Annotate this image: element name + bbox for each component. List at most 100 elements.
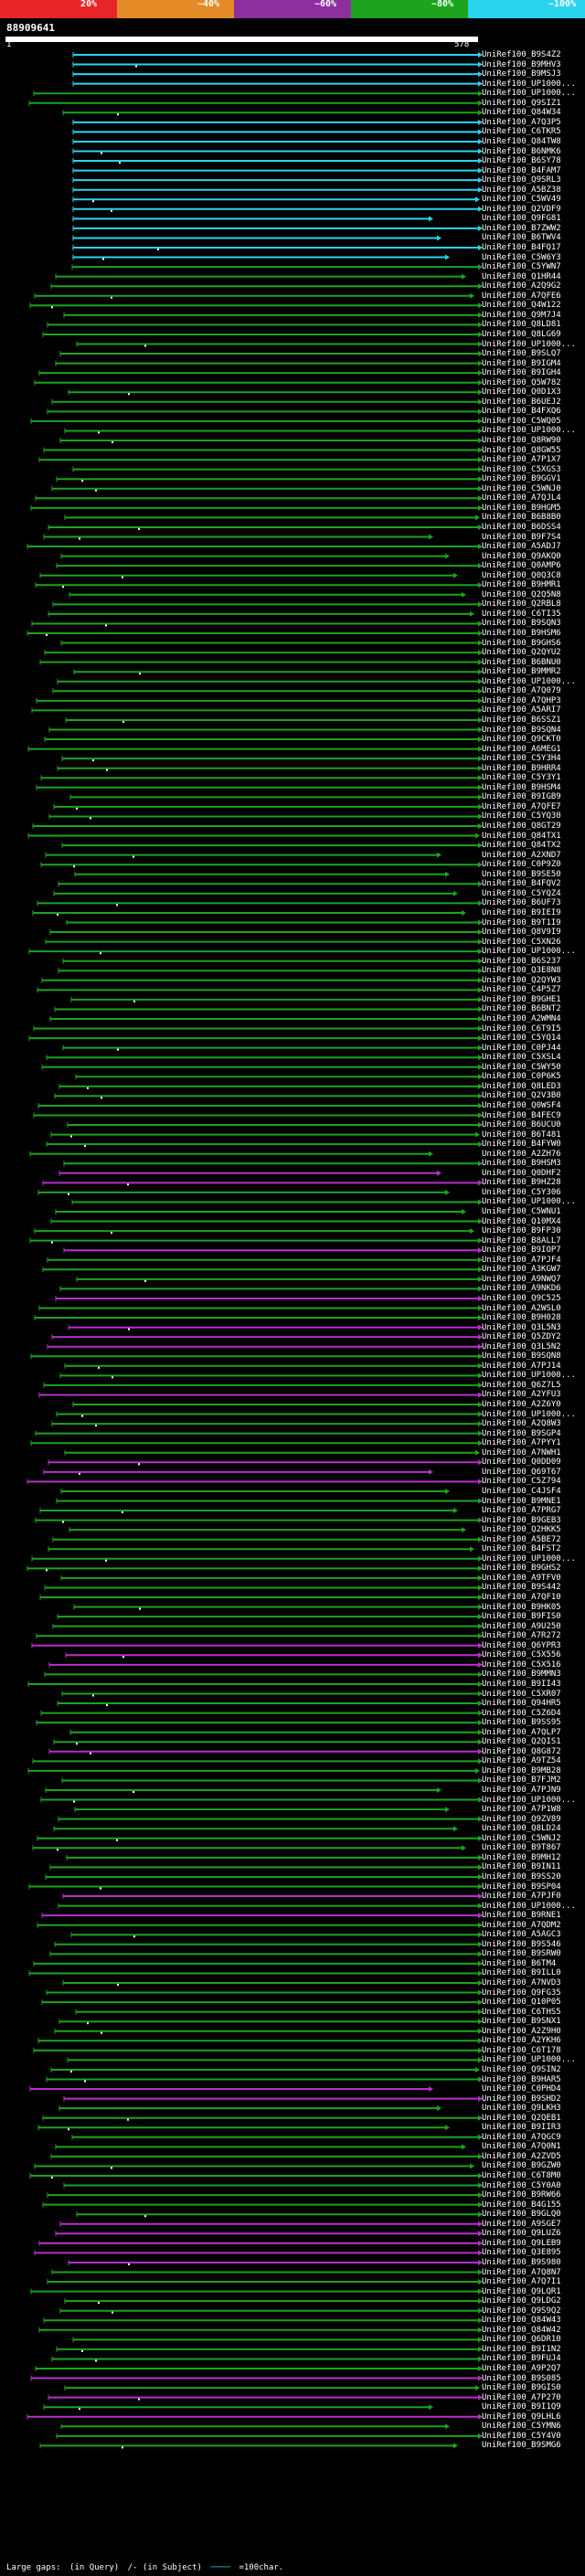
hit-label[interactable]: UniRef100_A2ZH76	[482, 1149, 561, 1159]
hit-label[interactable]: UniRef100_A7QLP7	[482, 1727, 561, 1737]
hit-label[interactable]: UniRef100_B9GZW0	[482, 2161, 561, 2171]
hit-label[interactable]: UniRef100_C4JSF4	[482, 1486, 561, 1496]
hit-label[interactable]: UniRef100_C0PHD4	[482, 2084, 561, 2094]
hit-label[interactable]: UniRef100_B9HZ28	[482, 1178, 561, 1188]
hit-label[interactable]: UniRef100_B9HSM3	[482, 1159, 561, 1169]
hit-label[interactable]: UniRef100_A9TZ54	[482, 1756, 561, 1766]
hit-label[interactable]: UniRef100_Q9LEB9	[482, 2238, 561, 2248]
hit-label[interactable]: UniRef100_A7Q0N1	[482, 2142, 561, 2152]
hit-label[interactable]: UniRef100_Q2Q5N8	[482, 589, 561, 599]
hit-label[interactable]: UniRef100_Q8RW90	[482, 436, 561, 445]
hit-label[interactable]: UniRef100_B4FAM7	[482, 165, 561, 175]
hit-label[interactable]: UniRef100_C5Y4V0	[482, 2431, 561, 2441]
hit-label[interactable]: UniRef100_Q0D1X3	[482, 387, 561, 398]
hit-label[interactable]: UniRef100_B9SNX1	[482, 2017, 561, 2027]
hit-label[interactable]: UniRef100_C5WNJ0	[482, 483, 561, 493]
hit-label[interactable]: UniRef100_B7ZWW2	[482, 223, 561, 233]
hit-label[interactable]: UniRef100_C0PJ44	[482, 1043, 561, 1053]
hit-label[interactable]: UniRef100_C6TKR5	[482, 127, 561, 137]
hit-label[interactable]: UniRef100_B6UEJ2	[482, 397, 561, 407]
hit-label[interactable]: UniRef100_A7P270	[482, 2392, 561, 2402]
hit-label[interactable]: UniRef100_Q69T67	[482, 1467, 561, 1477]
hit-label[interactable]: UniRef100_Q3E895	[482, 2248, 561, 2258]
hit-label[interactable]: UniRef100_C5WQ05	[482, 416, 561, 426]
hit-label[interactable]: UniRef100_C5WY50	[482, 1062, 561, 1072]
hit-label[interactable]: UniRef100_C5Y306	[482, 1187, 561, 1197]
hit-label[interactable]: UniRef100_C5WV49	[482, 195, 561, 205]
hit-label[interactable]: UniRef100_A5ARI7	[482, 705, 561, 716]
hit-label[interactable]: UniRef100_C6THS5	[482, 2007, 561, 2017]
hit-label[interactable]: UniRef100_B9I1N2	[482, 2344, 561, 2354]
hit-label[interactable]: UniRef100_A5AGC3	[482, 1930, 561, 1940]
hit-label[interactable]: UniRef100_Q8LED3	[482, 1081, 561, 1091]
hit-label[interactable]: UniRef100_B9HMR1	[482, 580, 561, 590]
hit-label[interactable]: UniRef100_Q2HKK5	[482, 1525, 561, 1535]
hit-label[interactable]: UniRef100_B4FQ17	[482, 243, 561, 252]
hit-label[interactable]: UniRef100_Q1HR44	[482, 271, 561, 281]
hit-label[interactable]: UniRef100_UP1000...	[482, 2055, 576, 2065]
hit-label[interactable]: UniRef100_B9SQN4	[482, 725, 561, 735]
hit-label[interactable]: UniRef100_C5WNJ2	[482, 1833, 561, 1843]
hit-label[interactable]: UniRef100_Q9LQR1	[482, 2286, 561, 2296]
hit-label[interactable]: UniRef100_C0P6K5	[482, 1072, 561, 1082]
hit-label[interactable]: UniRef100_B9SS20	[482, 1871, 561, 1882]
hit-label[interactable]: UniRef100_UP1000...	[482, 1553, 576, 1564]
hit-label[interactable]: UniRef100_B9MMN3	[482, 1670, 561, 1680]
hit-label[interactable]: UniRef100_Q4W122	[482, 301, 561, 311]
hit-label[interactable]: UniRef100_B9IGH4	[482, 368, 561, 378]
hit-label[interactable]: UniRef100_UP1000...	[482, 1197, 576, 1207]
hit-label[interactable]: UniRef100_Q94HR5	[482, 1699, 561, 1709]
hit-label[interactable]: UniRef100_Q9AKQ0	[482, 551, 561, 561]
hit-label[interactable]: UniRef100_B6UCU0	[482, 1120, 561, 1130]
hit-label[interactable]: UniRef100_A7Q8N7	[482, 2267, 561, 2277]
hit-label[interactable]: UniRef100_Q9SIN2	[482, 2064, 561, 2074]
hit-label[interactable]: UniRef100_Q0DD09	[482, 1458, 561, 1468]
hit-label[interactable]: UniRef100_Q84TX2	[482, 841, 561, 851]
hit-label[interactable]: UniRef100_B4FYW0	[482, 1140, 561, 1150]
hit-label[interactable]: UniRef100_B4FST2	[482, 1544, 561, 1554]
hit-label[interactable]: UniRef100_B9SMG6	[482, 2441, 561, 2451]
hit-label[interactable]: UniRef100_B9IN11	[482, 1862, 561, 1872]
hit-label[interactable]: UniRef100_A2YFU3	[482, 1390, 561, 1400]
hit-label[interactable]: UniRef100_B9HK05	[482, 1602, 561, 1612]
hit-label[interactable]: UniRef100_Q9S9Q2	[482, 2306, 561, 2316]
hit-label[interactable]: UniRef100_B9IEI9	[482, 907, 561, 917]
hit-label[interactable]: UniRef100_A7PYY1	[482, 1438, 561, 1448]
hit-label[interactable]: UniRef100_C5Y0A0	[482, 2180, 561, 2190]
hit-label[interactable]: UniRef100_B6DSS4	[482, 522, 561, 532]
hit-label[interactable]: UniRef100_A2YKH6	[482, 2036, 561, 2046]
hit-label[interactable]: UniRef100_A7QHP3	[482, 695, 561, 705]
hit-label[interactable]: UniRef100_Q8GT29	[482, 822, 561, 831]
hit-label[interactable]: UniRef100_B9SGP4	[482, 1428, 561, 1438]
hit-label[interactable]: UniRef100_UP1000...	[482, 1795, 576, 1805]
hit-label[interactable]: UniRef100_A7QJL4	[482, 493, 561, 504]
hit-label[interactable]: UniRef100_B9HRR4	[482, 763, 561, 773]
hit-label[interactable]: UniRef100_B9GEB3	[482, 1515, 561, 1525]
hit-label[interactable]: UniRef100_C0P9Z0	[482, 860, 561, 870]
hit-label[interactable]: UniRef100_Q84W42	[482, 2325, 561, 2335]
hit-label[interactable]: UniRef100_Q8V9I9	[482, 928, 561, 938]
hit-label[interactable]: UniRef100_C5XR07	[482, 1689, 561, 1699]
hit-label[interactable]: UniRef100_B9S980	[482, 2257, 561, 2267]
hit-label[interactable]: UniRef100_B9SRW0	[482, 1949, 561, 1959]
hit-label[interactable]: UniRef100_A5BZ38	[482, 185, 561, 195]
hit-label[interactable]: UniRef100_B9MSJ3	[482, 69, 561, 80]
hit-label[interactable]: UniRef100_Q9M7J4	[482, 310, 561, 320]
hit-label[interactable]: UniRef100_C4P5Z7	[482, 985, 561, 995]
hit-label[interactable]: UniRef100_Q8G872	[482, 1746, 561, 1756]
hit-label[interactable]: UniRef100_A9U250	[482, 1621, 561, 1631]
hit-label[interactable]: UniRef100_C5X556	[482, 1650, 561, 1660]
hit-label[interactable]: UniRef100_B4FEC9	[482, 1110, 561, 1120]
hit-label[interactable]: UniRef100_C6T178	[482, 2045, 561, 2055]
hit-label[interactable]: UniRef100_B9MH12	[482, 1852, 561, 1862]
hit-label[interactable]: UniRef100_C6T9I5	[482, 1023, 561, 1034]
hit-label[interactable]: UniRef100_B9SLQ7	[482, 349, 561, 359]
hit-label[interactable]: UniRef100_A7Q7I1	[482, 2277, 561, 2287]
hit-label[interactable]: UniRef100_UP1000...	[482, 1409, 576, 1419]
hit-label[interactable]: UniRef100_A7NWH1	[482, 1447, 561, 1458]
hit-label[interactable]: UniRef100_Q9ZV89	[482, 1814, 561, 1824]
hit-label[interactable]: UniRef100_A2WSL0	[482, 1303, 561, 1313]
hit-label[interactable]: UniRef100_Q6Z7L5	[482, 1380, 561, 1390]
hit-label[interactable]: UniRef100_B9S442	[482, 1583, 561, 1593]
hit-label[interactable]: UniRef100_Q0DHF2	[482, 1168, 561, 1178]
